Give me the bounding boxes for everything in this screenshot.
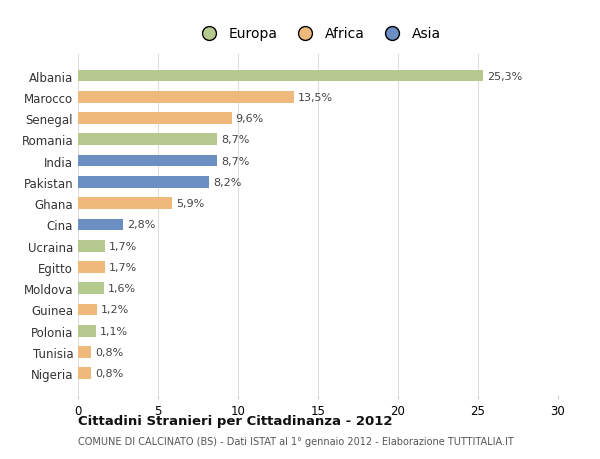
- Text: 2,8%: 2,8%: [127, 220, 155, 230]
- Bar: [78, 113, 232, 125]
- Text: 0,8%: 0,8%: [95, 369, 123, 379]
- Text: 1,7%: 1,7%: [109, 241, 137, 251]
- Text: 25,3%: 25,3%: [487, 71, 522, 81]
- Bar: [78, 219, 123, 231]
- Bar: [78, 262, 105, 273]
- Bar: [78, 347, 91, 358]
- Text: 1,2%: 1,2%: [101, 305, 130, 315]
- Bar: [78, 283, 104, 294]
- Text: 8,7%: 8,7%: [221, 135, 250, 145]
- Text: 5,9%: 5,9%: [176, 199, 205, 209]
- Text: 1,1%: 1,1%: [100, 326, 128, 336]
- Text: 8,2%: 8,2%: [213, 178, 242, 187]
- Bar: [78, 156, 217, 167]
- Bar: [78, 368, 91, 379]
- Bar: [78, 325, 95, 337]
- Bar: [78, 177, 209, 188]
- Text: 9,6%: 9,6%: [236, 114, 264, 124]
- Text: 1,7%: 1,7%: [109, 263, 137, 272]
- Bar: [78, 241, 105, 252]
- Bar: [78, 71, 483, 82]
- Text: 0,8%: 0,8%: [95, 347, 123, 357]
- Bar: [78, 304, 97, 316]
- Bar: [78, 198, 172, 209]
- Text: COMUNE DI CALCINATO (BS) - Dati ISTAT al 1° gennaio 2012 - Elaborazione TUTTITAL: COMUNE DI CALCINATO (BS) - Dati ISTAT al…: [78, 437, 514, 446]
- Bar: [78, 134, 217, 146]
- Text: 1,6%: 1,6%: [107, 284, 136, 294]
- Legend: Europa, Africa, Asia: Europa, Africa, Asia: [193, 25, 443, 44]
- Text: 8,7%: 8,7%: [221, 156, 250, 166]
- Text: 13,5%: 13,5%: [298, 93, 333, 102]
- Text: Cittadini Stranieri per Cittadinanza - 2012: Cittadini Stranieri per Cittadinanza - 2…: [78, 414, 392, 428]
- Bar: [78, 92, 294, 103]
